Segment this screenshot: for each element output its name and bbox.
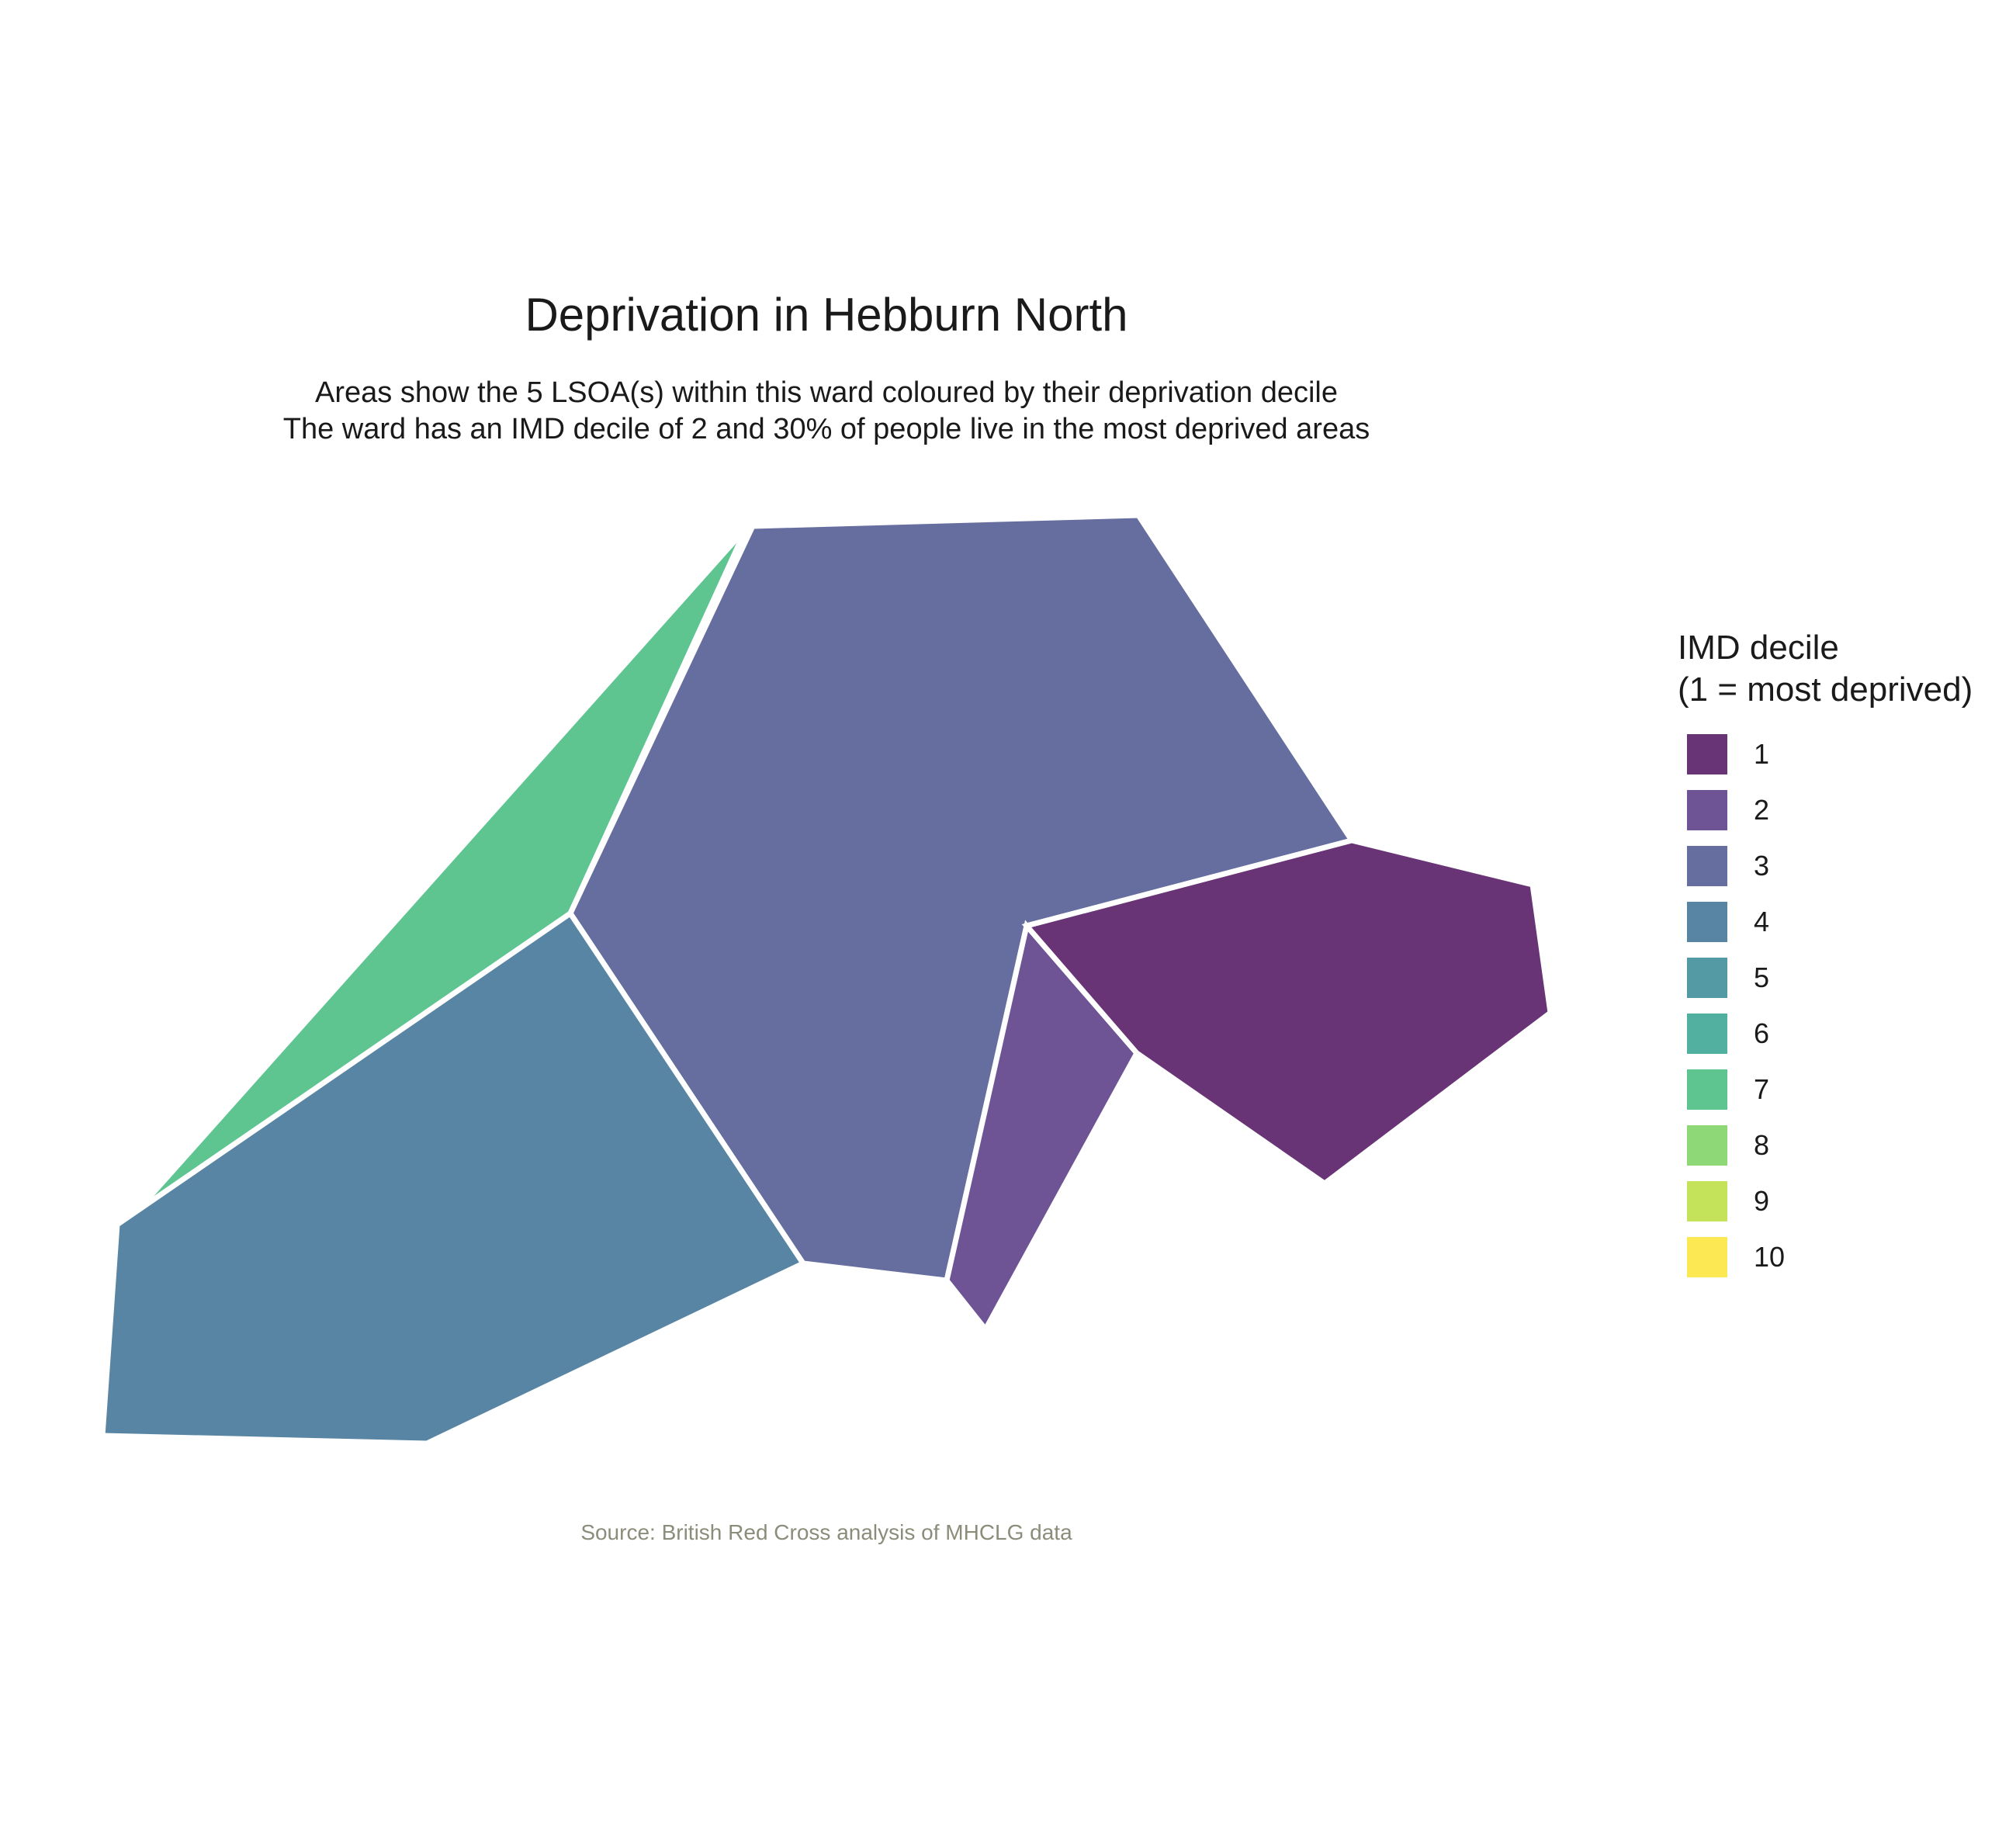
legend-swatch bbox=[1687, 790, 1727, 830]
legend-label: 1 bbox=[1754, 738, 1770, 770]
legend-swatch bbox=[1687, 958, 1727, 998]
legend-label: 8 bbox=[1754, 1129, 1770, 1161]
legend-label: 2 bbox=[1754, 794, 1770, 826]
legend-label: 9 bbox=[1754, 1185, 1770, 1217]
legend-label: 6 bbox=[1754, 1017, 1770, 1049]
legend-swatch bbox=[1687, 734, 1727, 774]
legend-swatch bbox=[1687, 1014, 1727, 1054]
map-subtitle-line-1: Areas show the 5 LSOA(s) within this war… bbox=[315, 376, 1338, 409]
map-title: Deprivation in Hebburn North bbox=[525, 289, 1128, 341]
lsoa-area-decile-1 bbox=[1021, 837, 1554, 1187]
legend-title-line-2: (1 = most deprived) bbox=[1678, 670, 1973, 709]
lsoa-area-decile-4 bbox=[99, 910, 808, 1447]
legend: IMD decile (1 = most deprived) 1 2 3 4 5… bbox=[1678, 627, 1973, 1277]
legend-swatch bbox=[1687, 1181, 1727, 1221]
legend-label: 7 bbox=[1754, 1073, 1770, 1105]
map-subtitle-line-2: The ward has an IMD decile of 2 and 30% … bbox=[282, 413, 1370, 445]
legend-swatch bbox=[1687, 846, 1727, 886]
legend-swatch bbox=[1687, 1125, 1727, 1166]
legend-label: 5 bbox=[1754, 962, 1770, 993]
legend-swatch bbox=[1687, 1237, 1727, 1277]
legend-label: 4 bbox=[1754, 906, 1770, 937]
legend-swatch bbox=[1687, 1069, 1727, 1110]
legend-swatch bbox=[1687, 902, 1727, 942]
source-caption: Source: British Red Cross analysis of MH… bbox=[580, 1520, 1072, 1544]
legend-title-line-1: IMD decile bbox=[1678, 629, 1839, 667]
legend-label: 3 bbox=[1754, 850, 1770, 882]
legend-label: 10 bbox=[1754, 1241, 1786, 1273]
